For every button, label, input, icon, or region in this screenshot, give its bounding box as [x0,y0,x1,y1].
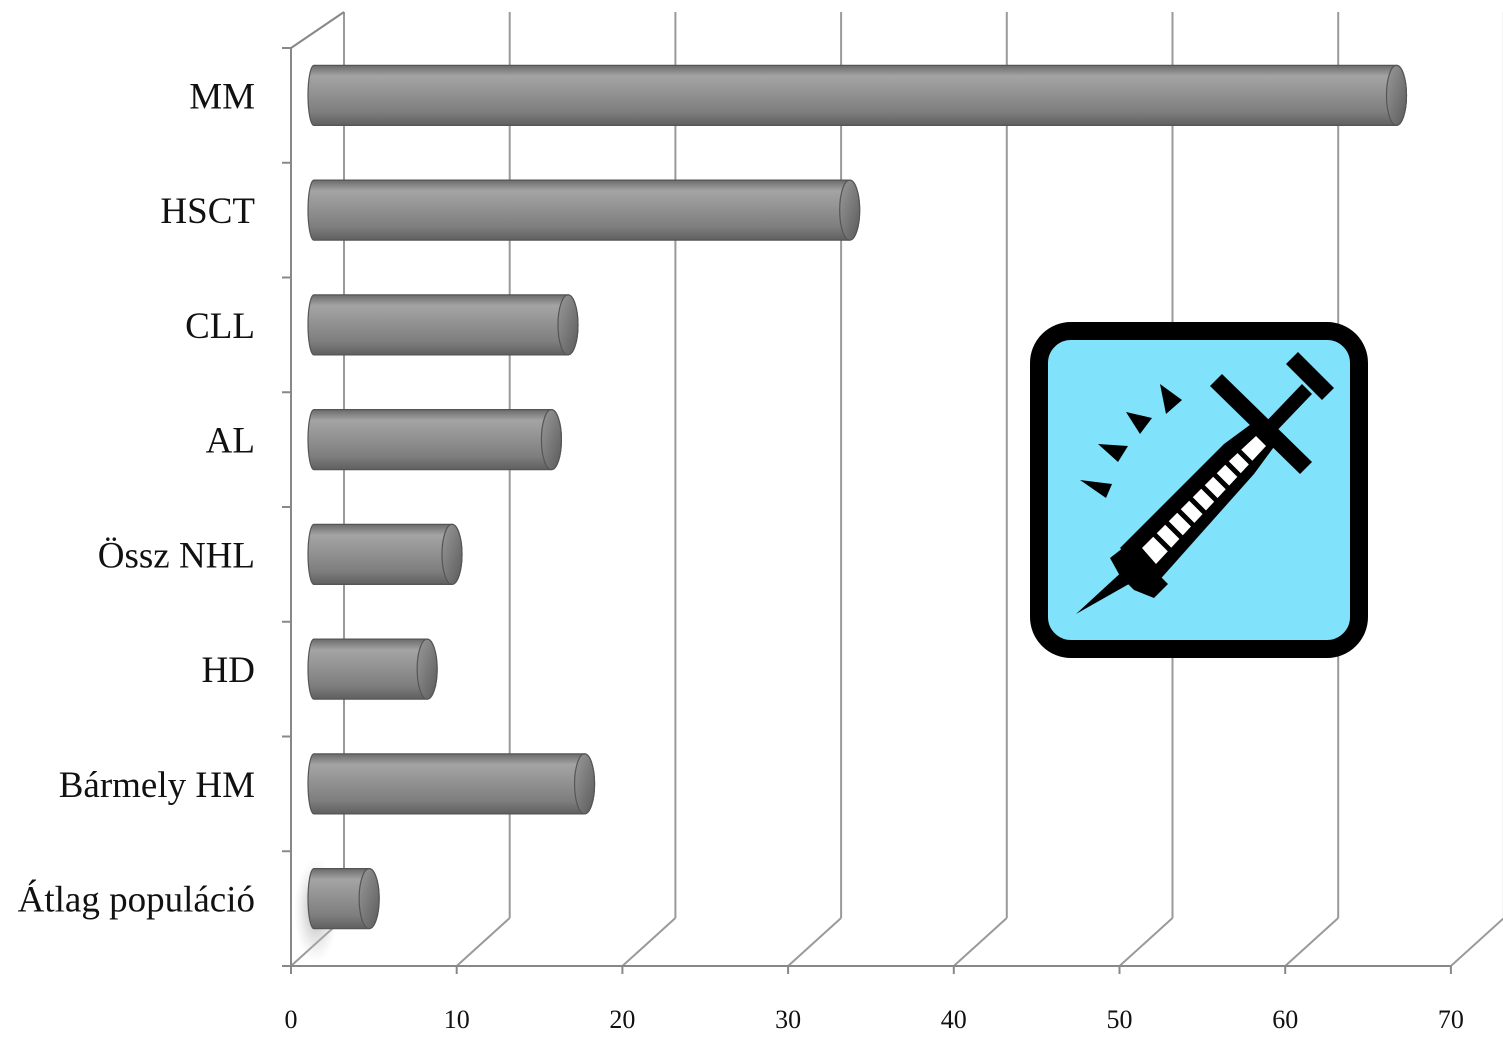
x-tick-label: 40 [941,1005,967,1032]
x-tick-label: 50 [1107,1005,1133,1032]
bar-6 [307,753,596,815]
x-tick-label: 20 [609,1005,635,1032]
category-label: MM [189,76,255,117]
bar-cap [1385,64,1408,126]
syringe-icon [1030,322,1368,658]
bar-2 [307,294,579,356]
x-tick-label: 10 [444,1005,470,1032]
side-wall-top [290,11,345,49]
syringe-shape [1076,352,1334,614]
x-tick-label: 70 [1438,1005,1464,1032]
labels: 0 10 20 30 40 50 60 70 MM HSCT CLL AL Össz NHL HD Bárm… [18,76,1464,1034]
axes [282,11,1452,974]
floor-line-30 [787,917,842,967]
bar-4 [307,523,463,585]
bar-body [307,409,562,471]
x-tick-label: 30 [775,1005,801,1032]
category-label: CLL [185,306,255,347]
bar-body [307,294,579,356]
bar-1 [307,179,861,241]
floor-line-60 [1284,917,1339,967]
bar-body [307,179,861,241]
x-tick-label: 60 [1272,1005,1298,1032]
category-label: AL [206,421,255,462]
bar-cap [358,868,380,930]
bar-cap [441,523,463,585]
floor-line-50 [1118,917,1174,967]
category-label: HSCT [160,191,255,232]
category-label: HD [202,650,255,691]
bar-cap [557,294,579,356]
bar-5 [307,638,438,700]
bar-cap [540,409,563,471]
category-label: Átlag populáció [18,879,255,921]
floor-line-20 [621,917,677,967]
category-label: Össz NHL [98,535,255,576]
bars [294,64,1408,963]
floor-line-40 [953,917,1008,967]
bar-body [307,64,1408,126]
bar-body [307,753,596,815]
bar-0 [307,64,1408,126]
bar-cap [416,638,438,700]
floor-line-10 [456,917,511,967]
bar-body [307,523,463,585]
bar-3 [307,409,563,471]
category-label: Bármely HM [59,765,255,806]
x-tick-label: 0 [285,1005,298,1032]
floor-line-70 [1450,917,1503,967]
bar-cap [839,179,861,241]
bar-cap [573,753,596,815]
bar-7 [294,858,380,963]
